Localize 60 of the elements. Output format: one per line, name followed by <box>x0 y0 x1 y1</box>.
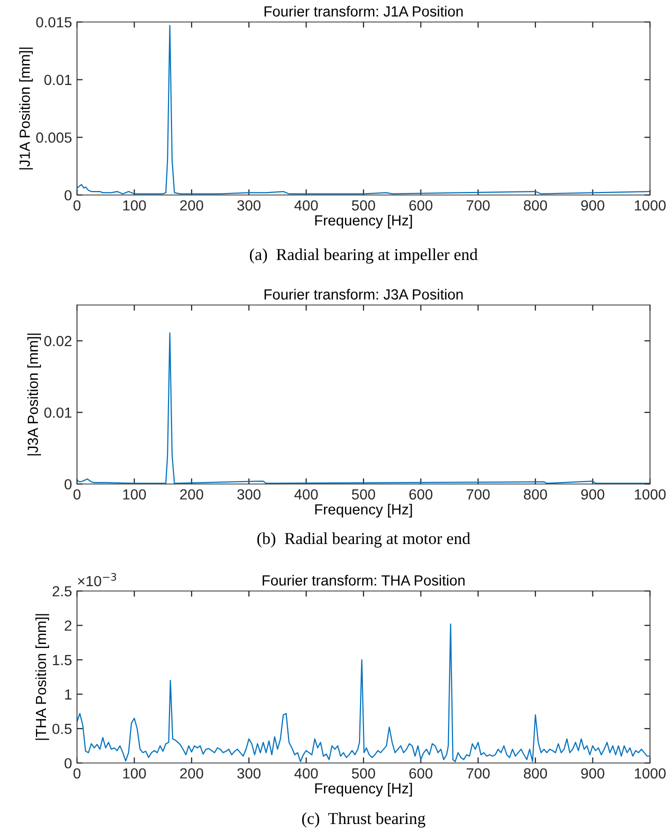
x-axis-title: Frequency [Hz] <box>315 504 412 518</box>
y-tick-label: 0 <box>64 479 72 490</box>
chart-title: Fourier transform: J3A Position <box>264 288 463 300</box>
x-tick-label: 800 <box>524 489 547 500</box>
x-tick-label: 600 <box>409 768 432 779</box>
text: (c) Thrust bearing <box>302 812 426 828</box>
x-tick-label: 100 <box>123 200 146 211</box>
x-tick-label: 400 <box>294 489 318 500</box>
x-tick-label: 400 <box>294 768 318 779</box>
x-tick-label: 400 <box>294 200 318 211</box>
x-axis-title: Frequency [Hz] <box>315 214 412 228</box>
x-tick-label: 200 <box>180 489 204 500</box>
y-tick-label: 0.015 <box>36 17 72 28</box>
x-tick-label: 1000 <box>634 200 666 211</box>
x-tick-label: 700 <box>466 768 490 779</box>
text: ×10$^{−3}$ <box>78 572 116 586</box>
y-tick-label: 0.01 <box>44 408 72 418</box>
y-tick-label: 1.5 <box>52 655 72 666</box>
x-tick-label: 0 <box>74 489 80 500</box>
x-tick-label: 300 <box>237 768 260 779</box>
y-axis-title: |J3A Position [mm]| <box>27 334 41 456</box>
x-tick-label: 800 <box>524 768 547 779</box>
x-tick-label: 300 <box>237 200 260 211</box>
x-tick-label: 700 <box>466 200 490 211</box>
x-tick-label: 1000 <box>634 489 666 500</box>
x-tick-label: 600 <box>409 200 432 211</box>
x-axis-title: Frequency [Hz] <box>315 782 412 796</box>
chart-title: Fourier transform: THA Position <box>262 574 465 586</box>
x-tick-label: 600 <box>409 489 432 500</box>
x-tick-label: 500 <box>352 200 376 211</box>
y-tick-label: 2 <box>64 620 72 631</box>
text: (b) Radial bearing at motor end <box>257 532 470 548</box>
x-tick-label: 900 <box>581 768 604 779</box>
x-tick-label: 100 <box>123 768 146 779</box>
x-tick-label: 0 <box>74 768 80 779</box>
x-tick-label: 0 <box>74 200 80 211</box>
x-tick-label: 1000 <box>634 768 666 779</box>
x-tick-label: 700 <box>466 489 490 500</box>
x-tick-label: 900 <box>581 489 604 500</box>
x-tick-label: 200 <box>180 200 204 211</box>
line-series <box>77 24 650 194</box>
y-tick-label: 0.02 <box>44 336 72 346</box>
chart-title: Fourier transform: J1A Position <box>264 6 463 17</box>
x-tick-label: 900 <box>581 200 604 211</box>
x-tick-label: 800 <box>524 200 547 211</box>
y-tick-label: 1 <box>65 689 72 700</box>
x-tick-label: 500 <box>352 489 376 500</box>
y-tick-label: 0.01 <box>44 74 72 86</box>
y-tick-label: 0 <box>64 190 72 200</box>
y-tick-label: 0.005 <box>36 132 72 143</box>
y-axis-title: |J1A Position [mm]| <box>19 48 33 170</box>
y-axis-title: |THA Position [mm]| <box>35 614 50 740</box>
x-tick-label: 100 <box>123 489 146 500</box>
x-tick-label: 300 <box>237 489 260 500</box>
y-tick-label: 0.5 <box>52 724 72 734</box>
text: (a) Radial bearing at impeller end <box>250 248 478 264</box>
x-tick-label: 200 <box>180 768 204 779</box>
y-tick-label: 0 <box>64 758 72 768</box>
x-tick-label: 500 <box>352 768 376 779</box>
y-tick-label: 2.5 <box>52 586 72 596</box>
